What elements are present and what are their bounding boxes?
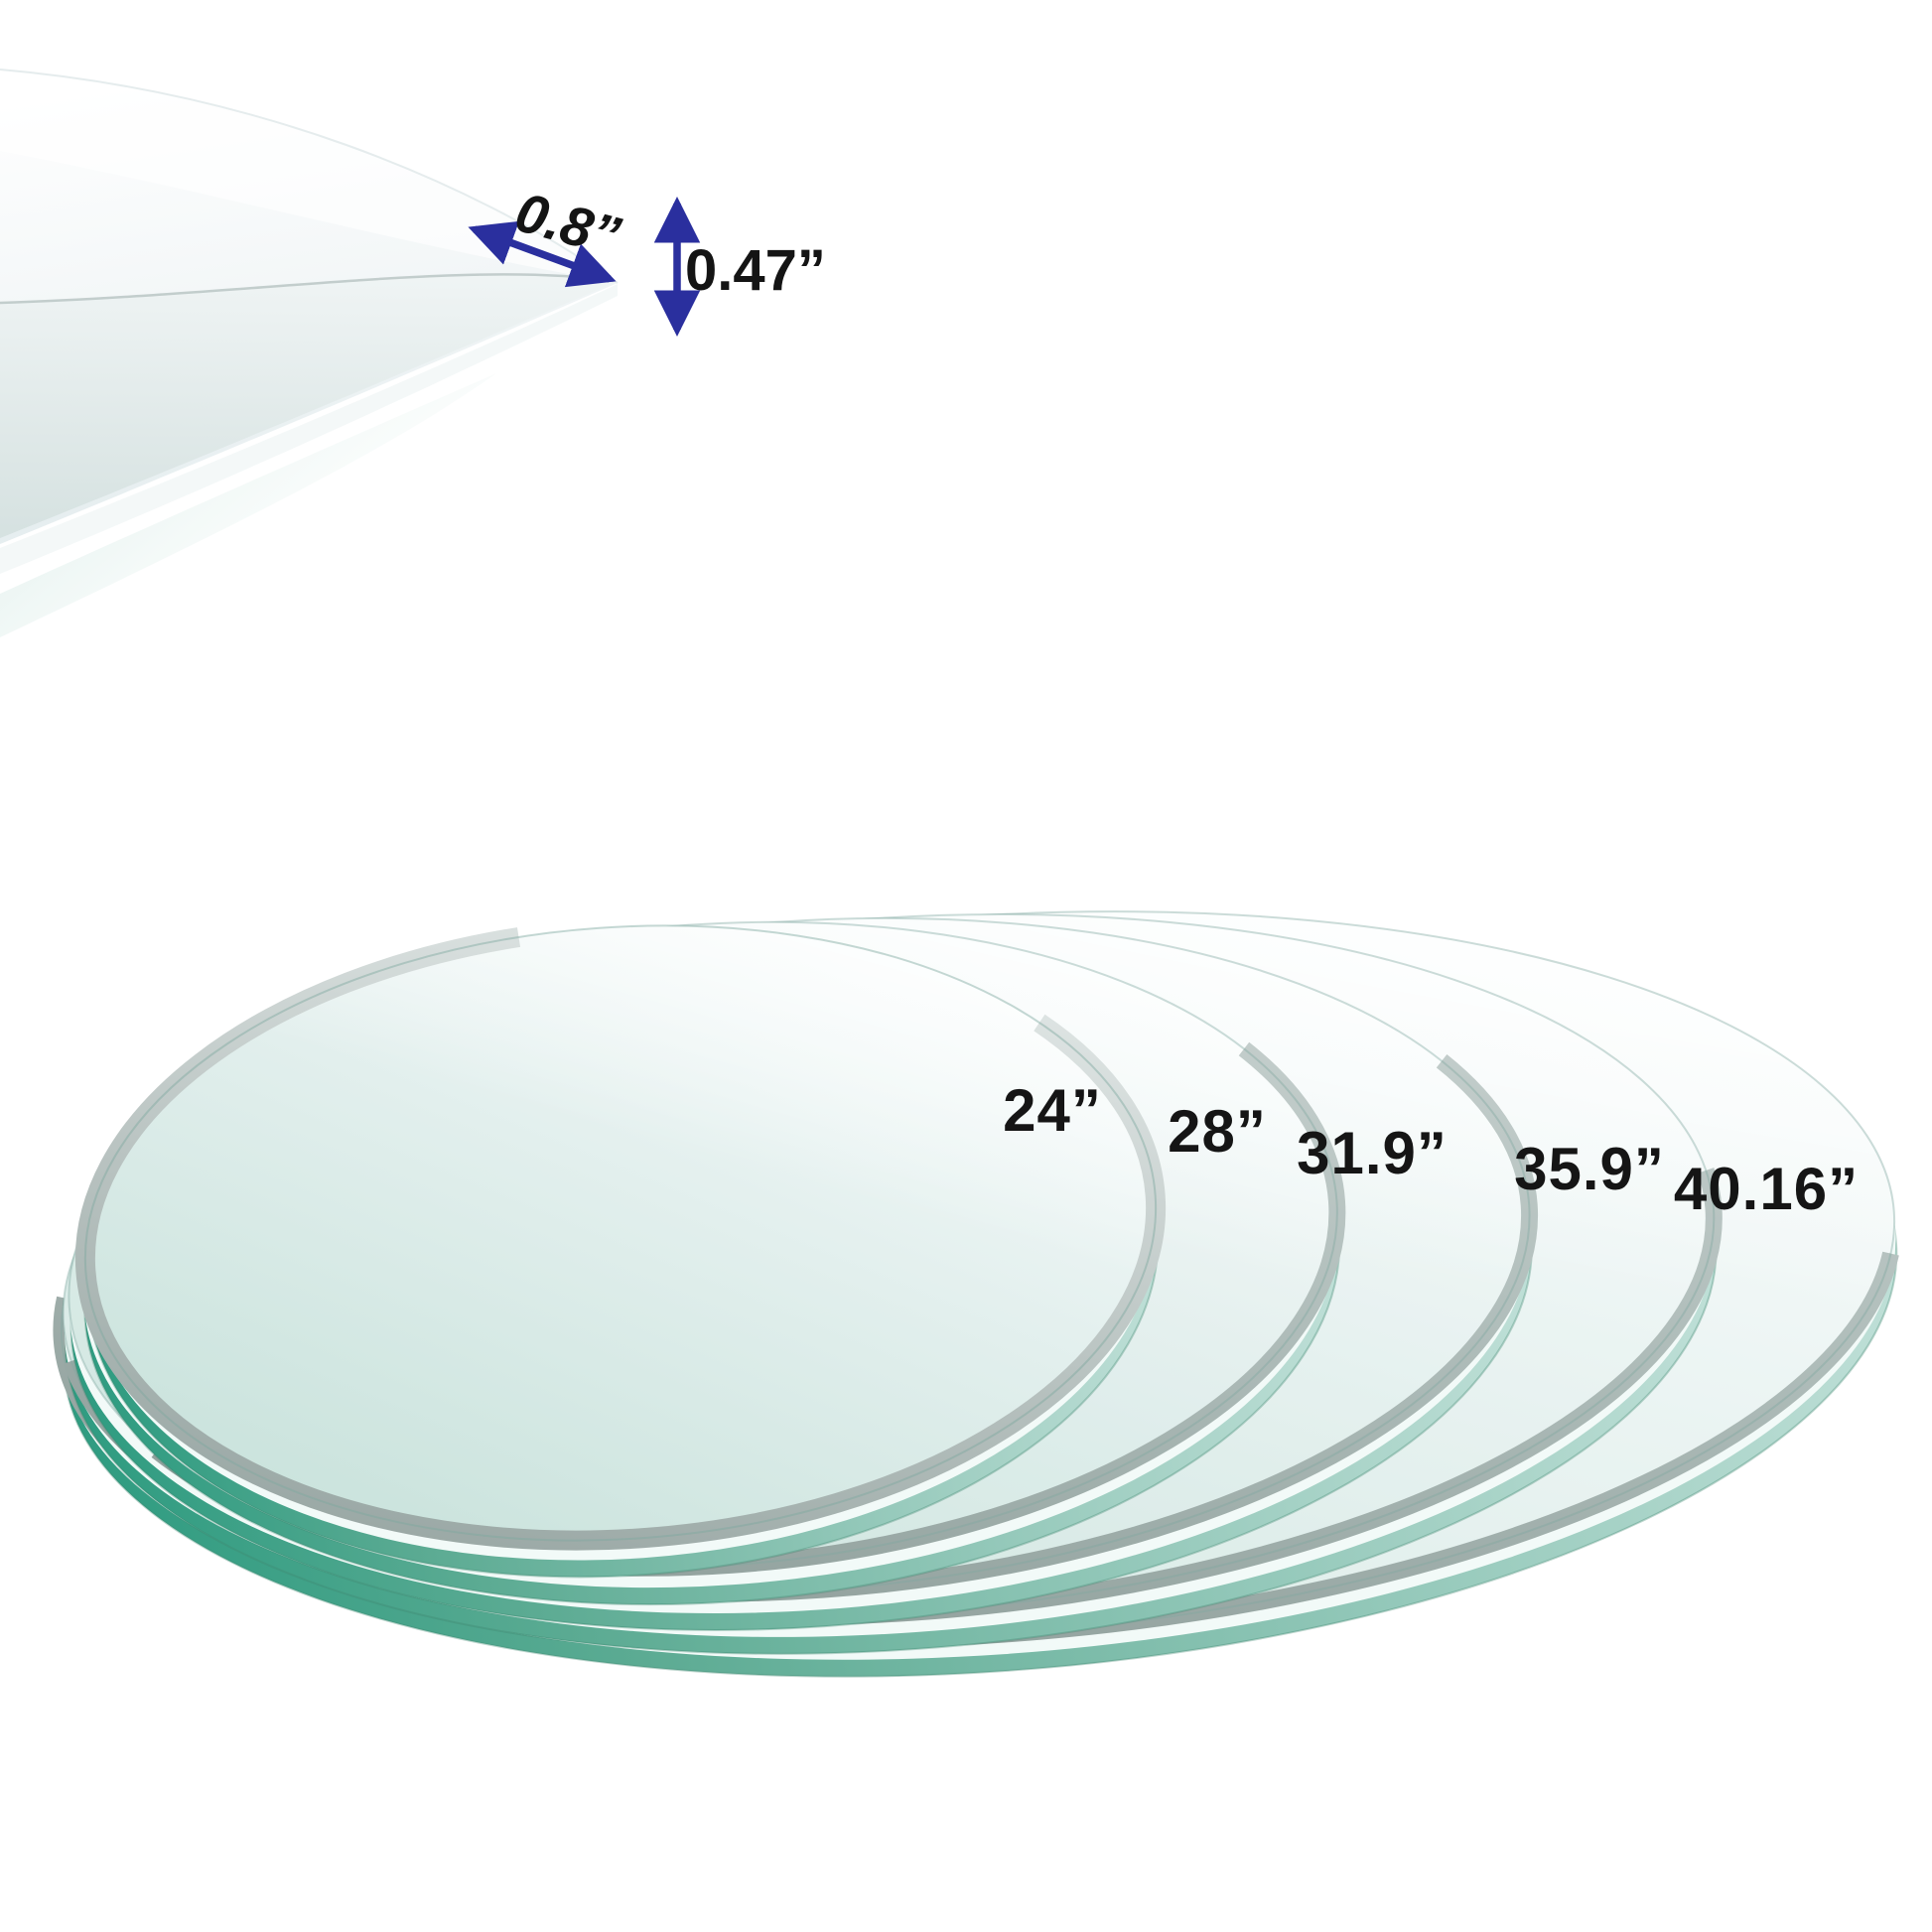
closeup-bottom-rim-highlight bbox=[0, 284, 618, 574]
size-label-28: 28” bbox=[1168, 1098, 1267, 1165]
closeup-bevel-band bbox=[0, 274, 616, 538]
glass-disc-stack bbox=[53, 902, 1903, 1678]
edge-closeup bbox=[0, 69, 619, 637]
disc-highlight bbox=[84, 925, 1157, 1541]
closeup-surface-sheen bbox=[0, 69, 618, 283]
size-label-35-9: 35.9” bbox=[1514, 1136, 1665, 1202]
disc-rim-line bbox=[83, 924, 1158, 1542]
dimension-annotations bbox=[468, 197, 701, 337]
closeup-under-glass-sliver bbox=[0, 373, 496, 637]
size-label-31-9: 31.9” bbox=[1297, 1120, 1448, 1186]
size-label-40-16: 40.16” bbox=[1673, 1156, 1860, 1222]
thickness-label: 0.47” bbox=[685, 238, 826, 303]
bevel-width-arrow-icon bbox=[468, 220, 617, 288]
glass-disc-24 bbox=[74, 915, 1167, 1579]
size-label-24: 24” bbox=[1003, 1077, 1102, 1144]
disc-bevel-ring bbox=[73, 913, 1346, 1577]
disc-bevel-ring bbox=[74, 915, 1167, 1551]
